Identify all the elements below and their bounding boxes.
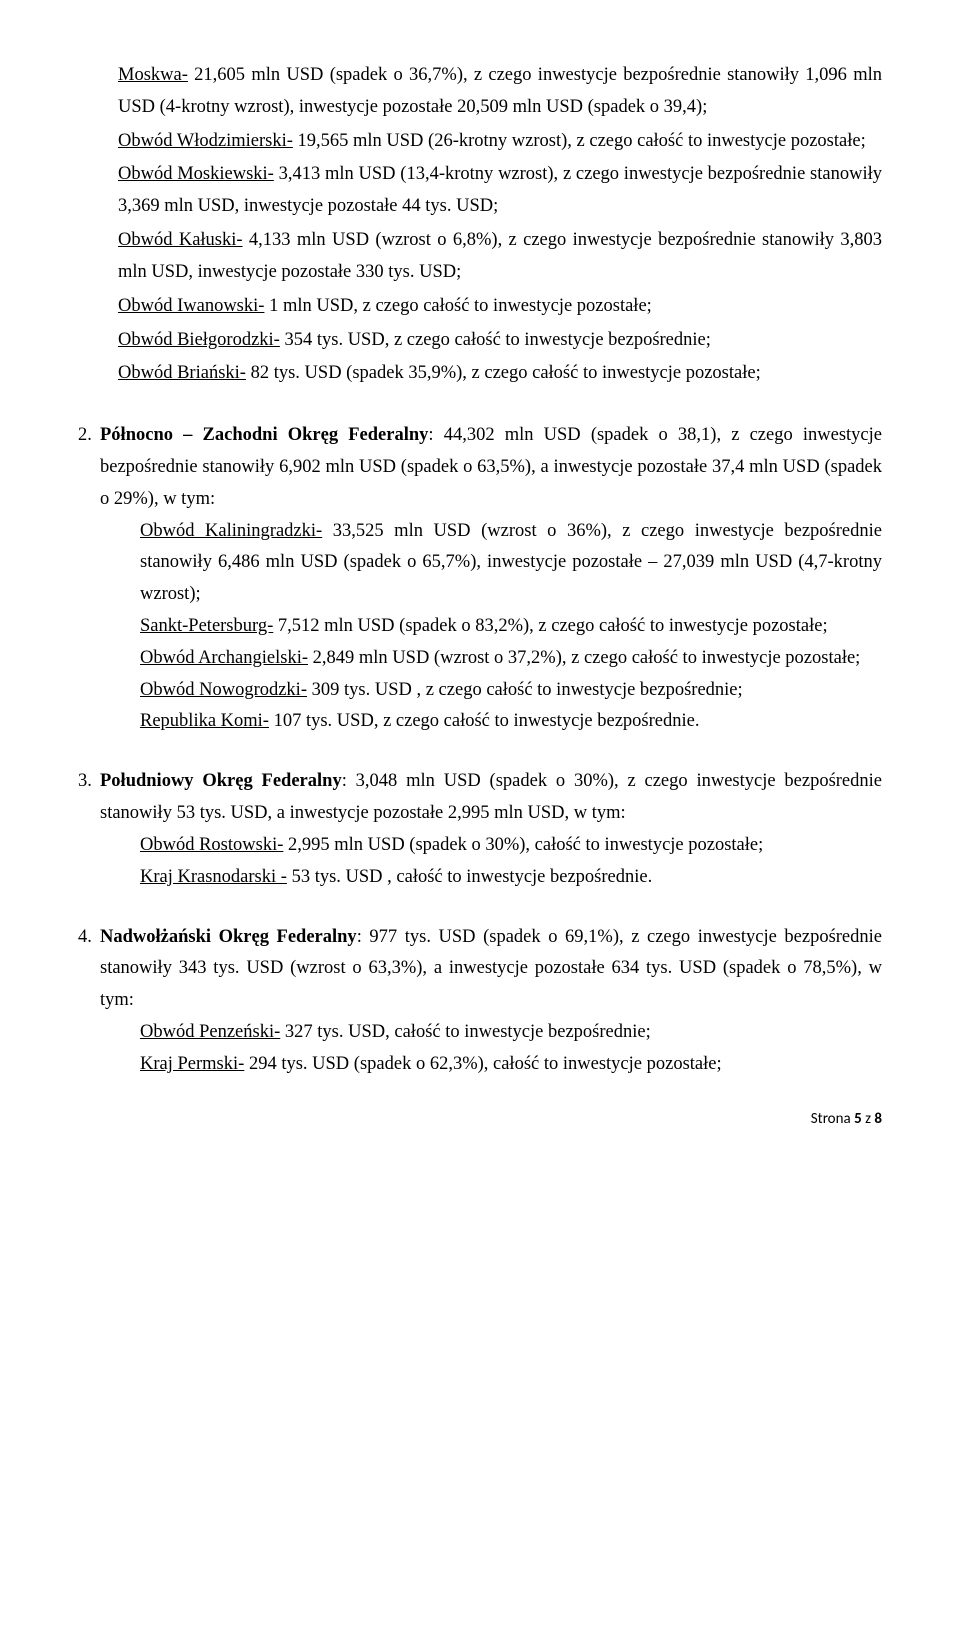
entry-name: Obwód Briański-: [118, 363, 246, 383]
entry-rest: 327 tys. USD, całość to inwestycje bezpo…: [280, 1022, 650, 1042]
section-number: 3.: [78, 766, 100, 893]
footer-sep: z: [862, 1110, 875, 1128]
section-lead: Północno – Zachodni Okręg Federalny: 44,…: [100, 420, 882, 515]
section-lead: Nadwołżański Okręg Federalny: 977 tys. U…: [100, 922, 882, 1017]
entry-moskiewski: Obwód Moskiewski- 3,413 mln USD (13,4-kr…: [118, 159, 882, 223]
entry-rest: 2,849 mln USD (wzrost o 37,2%), z czego …: [308, 648, 860, 668]
entry-name: Kraj Krasnodarski -: [140, 867, 287, 887]
page-footer: Strona 5 z 8: [78, 1107, 882, 1133]
entry-name: Obwód Kałuski-: [118, 230, 243, 250]
entry-kaluski: Obwód Kałuski- 4,133 mln USD (wzrost o 6…: [118, 225, 882, 289]
entry-name: Obwód Penzeński-: [140, 1022, 280, 1042]
entry-bielgorodzki: Obwód Biełgorodzki- 354 tys. USD, z czeg…: [118, 325, 882, 357]
entry-rest: 7,512 mln USD (spadek o 83,2%), z czego …: [273, 616, 827, 636]
entry-name: Obwód Kaliningradzki-: [140, 521, 322, 541]
entry-nowogrodzki: Obwód Nowogrodzki- 309 tys. USD , z czeg…: [100, 675, 882, 707]
entry-rest: 53 tys. USD , całość to inwestycje bezpo…: [287, 867, 652, 887]
section-4: 4. Nadwołżański Okręg Federalny: 977 tys…: [78, 922, 882, 1081]
entry-permski: Kraj Permski- 294 tys. USD (spadek o 62,…: [100, 1049, 882, 1081]
entry-name: Obwód Moskiewski-: [118, 164, 274, 184]
entry-rest: 354 tys. USD, z czego całość to inwestyc…: [280, 330, 711, 350]
section-number: 2.: [78, 420, 100, 738]
entry-wlodzimierski: Obwód Włodzimierski- 19,565 mln USD (26-…: [118, 126, 882, 158]
entry-rest: 294 tys. USD (spadek o 62,3%), całość to…: [244, 1054, 721, 1074]
section-lead: Południowy Okręg Federalny: 3,048 mln US…: [100, 766, 882, 830]
section-number: 4.: [78, 922, 100, 1081]
section-title: Nadwołżański Okręg Federalny: [100, 927, 357, 947]
entry-name: Obwód Włodzimierski-: [118, 131, 293, 151]
entry-kaliningradzki: Obwód Kaliningradzki- 33,525 mln USD (wz…: [100, 516, 882, 611]
section-title: Południowy Okręg Federalny: [100, 771, 342, 791]
entry-name: Obwód Biełgorodzki-: [118, 330, 280, 350]
entry-rest: 1 mln USD, z czego całość to inwestycje …: [264, 296, 651, 316]
footer-total: 8: [874, 1110, 882, 1128]
entry-komi: Republika Komi- 107 tys. USD, z czego ca…: [100, 706, 882, 738]
section-2: 2. Północno – Zachodni Okręg Federalny: …: [78, 420, 882, 738]
section-3: 3. Południowy Okręg Federalny: 3,048 mln…: [78, 766, 882, 893]
entry-rest: 82 tys. USD (spadek 35,9%), z czego cało…: [246, 363, 761, 383]
entry-name: Sankt-Petersburg-: [140, 616, 273, 636]
entry-rest: 2,995 mln USD (spadek o 30%), całość to …: [283, 835, 763, 855]
entry-sankt-petersburg: Sankt-Petersburg- 7,512 mln USD (spadek …: [100, 611, 882, 643]
entry-iwanowski: Obwód Iwanowski- 1 mln USD, z czego cało…: [118, 291, 882, 323]
entry-moskwa: Moskwa- 21,605 mln USD (spadek o 36,7%),…: [118, 60, 882, 124]
footer-label: Strona: [811, 1110, 854, 1128]
entry-name: Moskwa-: [118, 65, 188, 85]
entry-name: Obwód Iwanowski-: [118, 296, 264, 316]
entry-rest: 107 tys. USD, z czego całość to inwestyc…: [269, 711, 700, 731]
entry-name: Obwód Nowogrodzki-: [140, 680, 307, 700]
entry-rest: 21,605 mln USD (spadek o 36,7%), z czego…: [118, 65, 882, 117]
footer-page: 5: [854, 1110, 862, 1128]
entry-krasnodarski: Kraj Krasnodarski - 53 tys. USD , całość…: [100, 862, 882, 894]
entry-rostowski: Obwód Rostowski- 2,995 mln USD (spadek o…: [100, 830, 882, 862]
section-title: Północno – Zachodni Okręg Federalny: [100, 425, 428, 445]
entry-name: Obwód Rostowski-: [140, 835, 283, 855]
entry-name: Obwód Archangielski-: [140, 648, 308, 668]
entry-rest: 309 tys. USD , z czego całość to inwesty…: [307, 680, 743, 700]
entry-brianski: Obwód Briański- 82 tys. USD (spadek 35,9…: [118, 358, 882, 390]
entry-name: Republika Komi-: [140, 711, 269, 731]
entry-rest: 19,565 mln USD (26-krotny wzrost), z cze…: [293, 131, 866, 151]
entry-archangielski: Obwód Archangielski- 2,849 mln USD (wzro…: [100, 643, 882, 675]
entry-name: Kraj Permski-: [140, 1054, 244, 1074]
entry-penzenski: Obwód Penzeński- 327 tys. USD, całość to…: [100, 1017, 882, 1049]
